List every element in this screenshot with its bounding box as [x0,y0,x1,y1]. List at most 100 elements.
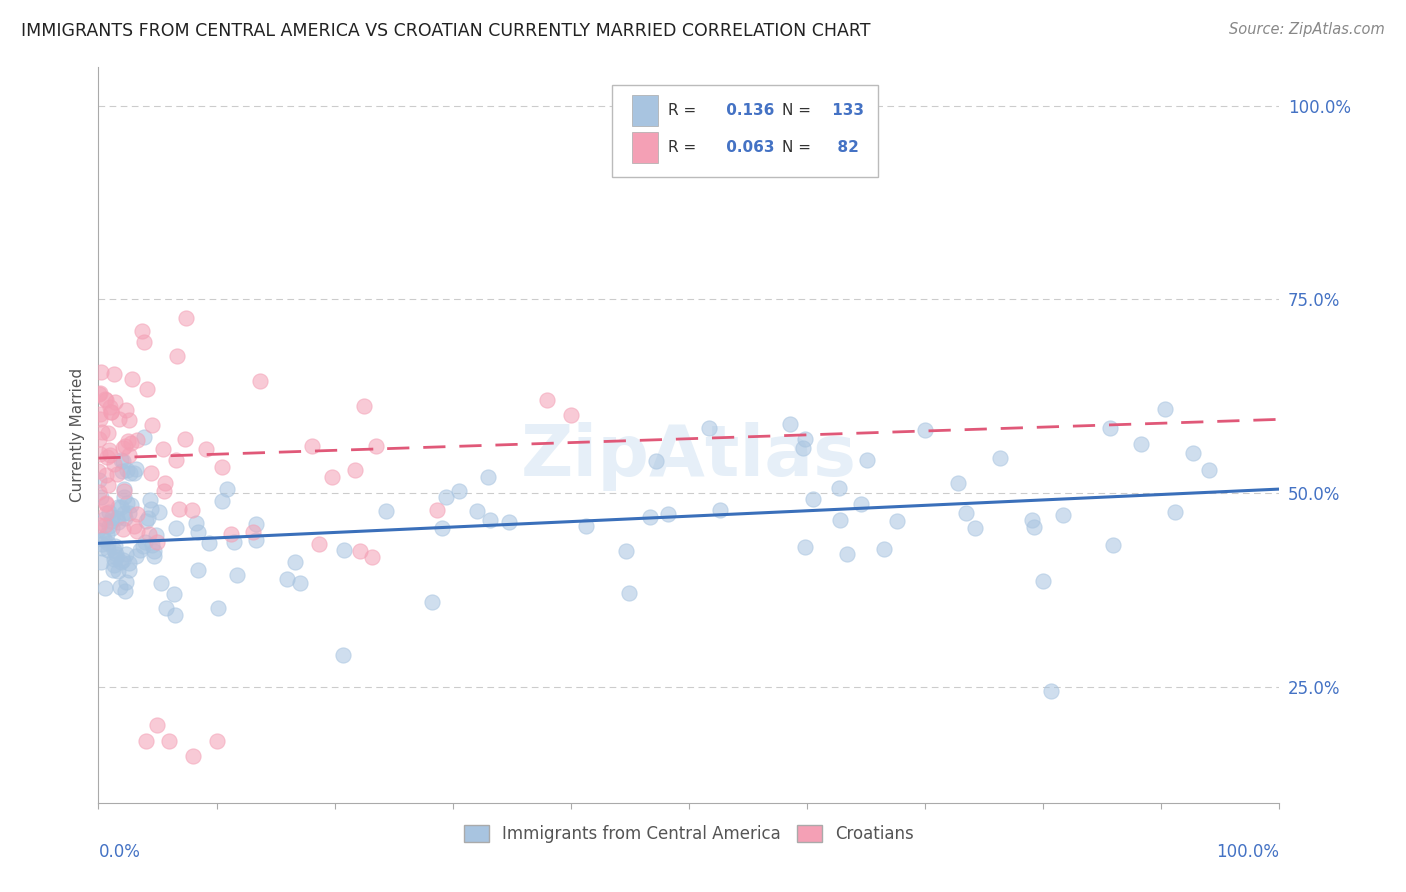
Point [963,521,986,535]
Point [129,543,152,558]
Point [124,549,146,563]
Point [118,563,141,577]
Point [308,536,330,550]
Point [112,552,135,566]
Point [1163,504,1185,518]
Point [245,516,267,531]
Point [560,409,582,423]
Point [155,476,177,491]
Point [434,490,457,504]
Point [1021,513,1043,527]
FancyBboxPatch shape [612,86,877,178]
Point [98,448,121,462]
Point [100,405,122,419]
Point [97,542,120,557]
Point [205,734,228,748]
Point [120,498,142,512]
Point [207,601,229,615]
Point [115,402,138,417]
Point [645,454,668,468]
Point [90,365,112,379]
Point [1098,421,1121,435]
Point [103,558,125,573]
Point [135,734,157,748]
Point [276,572,298,586]
Point [146,718,169,732]
Point [125,461,148,475]
Point [152,442,174,457]
Point [117,413,139,427]
Point [93,532,115,546]
Point [226,568,249,582]
Point [321,470,343,484]
Point [107,515,129,529]
Point [145,528,167,542]
Point [1198,463,1220,477]
Point [89,386,111,401]
Point [93,581,115,595]
Point [115,547,138,561]
Point [105,547,128,561]
Point [1102,539,1125,553]
Point [575,519,598,533]
Point [195,442,218,457]
Point [165,521,187,535]
Point [143,544,166,558]
Point [211,494,233,508]
Point [430,521,453,535]
Point [420,595,443,609]
Point [181,749,204,764]
Point [165,452,187,467]
Point [138,526,160,541]
Point [333,542,356,557]
Point [110,453,132,467]
Text: Source: ZipAtlas.com: Source: ZipAtlas.com [1229,22,1385,37]
Point [498,516,520,530]
Point [117,434,139,448]
Point [948,476,970,491]
Point [90,537,112,551]
Point [134,534,156,549]
Point [1040,683,1063,698]
Point [222,534,245,549]
Point [155,601,177,615]
Point [245,533,267,547]
Point [98,505,121,519]
Point [87,484,110,499]
Point [90,541,112,556]
Point [988,451,1011,466]
Point [91,532,114,546]
Point [112,484,135,499]
Point [96,527,118,541]
Text: IMMIGRANTS FROM CENTRAL AMERICA VS CROATIAN CURRENTLY MARRIED CORRELATION CHART: IMMIGRANTS FROM CENTRAL AMERICA VS CROAT… [21,22,870,40]
Point [115,463,138,477]
Point [97,536,120,550]
Point [112,506,135,520]
Point [105,467,128,481]
Point [375,504,398,518]
Point [148,505,170,519]
Point [301,439,323,453]
Point [120,436,142,450]
Point [114,584,136,599]
Point [118,448,141,462]
Point [118,556,141,570]
Point [426,503,449,517]
Point [792,442,814,456]
Text: ZipAtlas: ZipAtlas [522,423,856,491]
Point [135,514,157,528]
Point [215,482,238,496]
Point [97,478,120,492]
Point [94,467,117,482]
Point [89,412,111,426]
Point [114,491,136,505]
Point [180,503,202,517]
Point [162,586,184,600]
Point [89,447,111,461]
Point [94,392,117,406]
Point [103,367,125,381]
Text: R =: R = [668,103,696,118]
Point [211,460,233,475]
Point [122,518,145,533]
Point [127,524,149,539]
